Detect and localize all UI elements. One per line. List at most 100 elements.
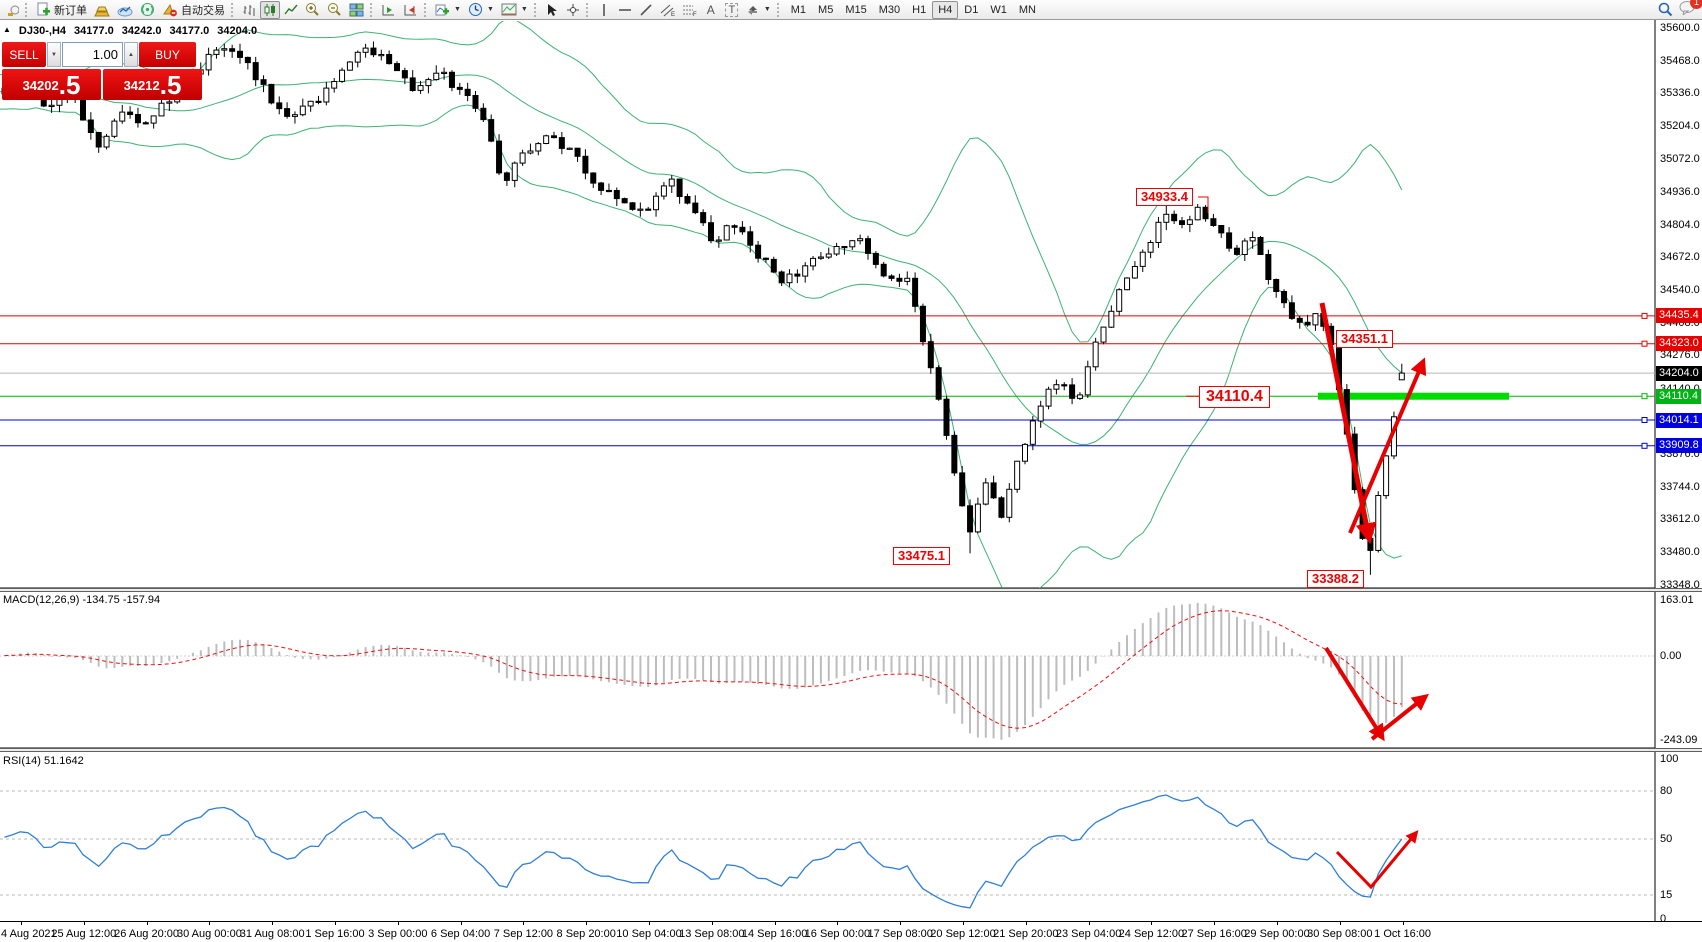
price-annotation-33388.2[interactable]: 33388.2 [1307,570,1364,588]
timeframe-MN[interactable]: MN [1018,3,1036,16]
line-anchor-marker[interactable] [1641,417,1648,423]
line-anchor-marker[interactable] [1641,442,1648,449]
horizontal-line-tool-button[interactable] [615,1,635,19]
drawn-arrow[interactable] [1319,302,1377,545]
deposit-button[interactable] [91,1,113,19]
price-annotation-34110.4[interactable]: 34110.4 [1199,386,1270,408]
green-level-bar[interactable] [1318,392,1509,400]
pane-separator[interactable] [0,588,1702,592]
price-annotation-34351.1[interactable]: 34351.1 [1336,330,1393,348]
time-label: 21 Sep 20:00 [993,928,1059,940]
fibonacci-tool-button[interactable]: F [679,1,700,19]
time-label: 10 Sep 04:00 [616,928,682,940]
toolbar: 新订单 自动交易 [0,0,1702,20]
price-tick: 33480.0 [1660,546,1700,558]
publish-chart-button[interactable] [114,1,136,19]
zoom-in-button[interactable] [302,1,323,19]
cursor-tool-button[interactable] [542,1,562,19]
time-tick [21,922,22,925]
time-tick [900,922,902,925]
bollinger-middle[interactable] [0,74,1403,445]
drawn-arrow[interactable] [1335,830,1419,890]
line-chart-mode-button[interactable] [281,1,301,19]
price-annotation-34933.4[interactable]: 34933.4 [1136,188,1193,206]
trendline-tool-button[interactable] [636,1,656,19]
templates-button[interactable]: ▼ [498,1,531,19]
time-tick [335,922,336,925]
line-anchor-marker[interactable] [1641,340,1648,347]
buy-price-frac: .5 [159,70,182,100]
channel-icon: E [660,4,675,17]
cloud-chart-icon [117,6,133,16]
candles-layer[interactable] [0,41,1405,575]
time-label: 30 Sep 08:00 [1307,928,1373,940]
line-anchor-marker[interactable] [1641,312,1648,319]
new-order-button[interactable]: 新订单 [33,1,90,19]
collapse-marker[interactable]: ▲ [3,25,11,34]
time-tick [83,922,85,925]
candlestick-icon [264,3,275,16]
toolbar-gripper [370,2,375,17]
sell-button[interactable]: SELL [2,42,46,67]
volume-increase-button[interactable]: ▲ [124,42,138,67]
signals-button[interactable] [137,1,158,19]
timeframe-M30[interactable]: M30 [878,3,901,16]
arrows-tool-button[interactable]: ▼ [743,1,774,19]
drawn-arrow[interactable] [1324,646,1385,742]
time-tick [586,922,588,925]
timeframe-H4[interactable]: H4 [932,0,959,19]
price-annotation-33475.1[interactable]: 33475.1 [893,547,950,565]
crosshair-tool-button[interactable] [563,1,583,19]
price-tick: 34804.0 [1660,219,1700,231]
buy-price[interactable]: 34212.5 [103,69,202,100]
chat-button[interactable]: 1 [1679,0,1702,20]
timeframe-H1[interactable]: H1 [912,3,927,16]
vertical-line-tool-button[interactable] [594,1,614,19]
timeframe-M1[interactable]: M1 [790,3,807,16]
new-chart-button[interactable]: ▼ [432,1,464,19]
time-tick [209,922,211,925]
time-tick [146,922,148,925]
timeframe-W1[interactable]: W1 [990,3,1007,16]
time-tick [963,922,964,925]
timeframe-D1[interactable]: D1 [964,3,979,16]
timeframe-M15[interactable]: M15 [845,3,867,16]
rsi-line[interactable] [4,794,1403,909]
tile-windows-icon [349,3,364,16]
toolbar-gripper [231,2,236,17]
line-anchor-marker[interactable] [1641,393,1648,400]
timeframe-M5[interactable]: M5 [818,3,834,16]
volume-decrease-button[interactable]: ▼ [47,42,61,67]
svg-text:E: E [671,12,675,17]
candlestick-mode-button[interactable] [260,0,280,19]
volume-input[interactable] [62,42,123,67]
clock-icon [468,3,482,16]
time-axis: 4 Aug 2021 25 Aug 12:00 26 Aug 20:00 30 Aug… [0,921,1702,942]
time-label: 3 Sep 00:00 [368,928,428,940]
drawn-arrow[interactable] [1370,693,1429,741]
time-tick [523,922,525,925]
price-tick: 34672.0 [1660,251,1700,263]
sell-price[interactable]: 34202.5 [2,69,101,100]
text-tool-button[interactable]: A [701,1,721,19]
chart-shift-button[interactable] [400,1,421,19]
buy-button[interactable]: BUY [139,42,196,67]
tile-windows-button[interactable] [346,1,367,19]
periods-button[interactable]: ▼ [465,1,497,19]
drawn-arrow[interactable] [1348,357,1427,534]
zoom-out-button[interactable] [324,1,345,19]
bollinger-lower[interactable] [0,104,1402,597]
toolbar-gripper [424,2,429,17]
text-label-tool-button[interactable]: T [722,1,742,19]
auto-scroll-button[interactable] [378,1,399,19]
pane-separator[interactable] [0,748,1702,752]
dropdown-caret: ▼ [486,6,494,13]
trendline-icon [640,3,652,16]
search-icon[interactable] [1658,2,1673,17]
price-tick: 34540.0 [1660,284,1700,296]
bar-chart-mode-button[interactable] [239,1,259,19]
zoom-out-icon [328,3,341,16]
auto-trading-button[interactable]: 自动交易 [159,1,228,19]
equidistant-channel-tool-button[interactable]: E [657,1,678,19]
